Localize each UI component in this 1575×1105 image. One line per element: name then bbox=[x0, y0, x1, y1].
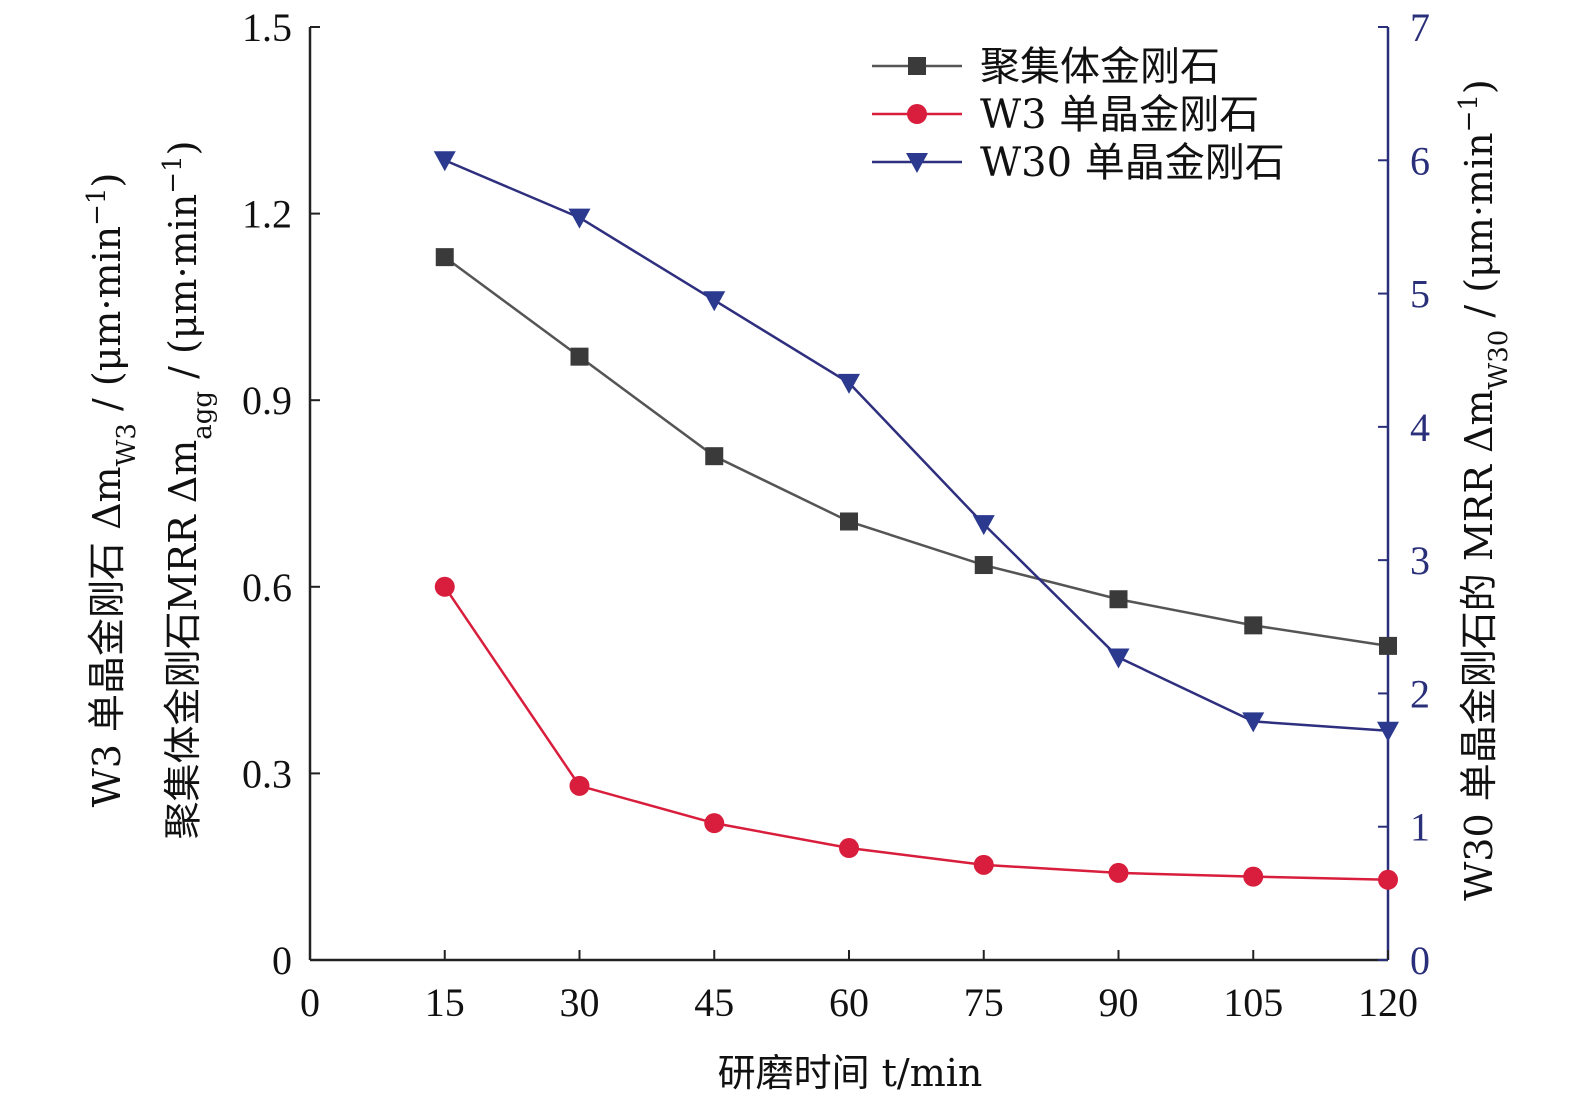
y-left-axis-title-w3-unit: / (μm·min bbox=[85, 226, 129, 423]
y-left-axis-title-w3-close: ) bbox=[85, 173, 129, 188]
x-tick-label: 120 bbox=[1358, 980, 1418, 1025]
series-2-point bbox=[569, 775, 590, 796]
y-right-tick-label: 2 bbox=[1410, 671, 1430, 716]
series-2-point bbox=[1243, 866, 1264, 887]
legend-label: W30 单晶金刚石 bbox=[980, 140, 1285, 186]
y-right-tick-label: 1 bbox=[1410, 805, 1430, 850]
series-3-point bbox=[568, 208, 591, 229]
y-left-axis-title-w3: W3 单晶金刚石 ΔmW3 / (μm·min−1) bbox=[82, 173, 142, 808]
x-tick-label: 60 bbox=[829, 980, 869, 1025]
x-tick-label: 90 bbox=[1099, 980, 1139, 1025]
y-right-axis-title-sub: W30 bbox=[1484, 330, 1514, 390]
x-tick-label: 0 bbox=[300, 980, 320, 1025]
series-2-point bbox=[973, 854, 994, 875]
series-3-point bbox=[1107, 648, 1130, 669]
series-1-point bbox=[1379, 636, 1397, 655]
y-left-axis-title-agg-text: 聚集体金刚石MRR Δm bbox=[161, 440, 205, 840]
series-layer bbox=[433, 151, 1399, 890]
series-3-point bbox=[703, 291, 726, 312]
series-3-point bbox=[1377, 721, 1399, 742]
y-right-axis-title: W30 单晶金刚石的 MRR ΔmW30 / (μm·min−1) bbox=[1454, 79, 1514, 901]
series-1-point bbox=[974, 556, 993, 575]
y-right-tick-label: 4 bbox=[1410, 405, 1430, 450]
series-1-point bbox=[705, 447, 724, 466]
y-right-tick-label: 3 bbox=[1410, 538, 1430, 583]
series-2 bbox=[434, 576, 1398, 890]
legend-label: W3 单晶金刚石 bbox=[980, 92, 1259, 138]
y-right-tick-label: 7 bbox=[1410, 5, 1430, 50]
y-left-tick-label: 0.9 bbox=[242, 378, 292, 423]
series-3-point bbox=[972, 515, 995, 536]
y-right-tick-label: 5 bbox=[1410, 272, 1430, 317]
series-1-point bbox=[1244, 616, 1263, 635]
series-2-point bbox=[1378, 869, 1398, 890]
y-left-axis-title-w3-text: W3 单晶金刚石 Δm bbox=[85, 466, 129, 807]
series-3 bbox=[433, 151, 1399, 742]
y-left-tick-label: 1.2 bbox=[242, 192, 292, 237]
series-2-point bbox=[704, 813, 725, 834]
legend-item-3: W30 单晶金刚石 bbox=[872, 140, 1285, 186]
x-tick-label: 30 bbox=[560, 980, 600, 1025]
x-tick-label: 45 bbox=[694, 980, 734, 1025]
x-axis-title: 研磨时间 t/min bbox=[718, 1051, 983, 1095]
y-left-tick-label: 0.6 bbox=[242, 565, 292, 610]
series-3-point bbox=[1242, 712, 1265, 733]
series-2-point bbox=[839, 838, 859, 859]
legend-label: 聚集体金刚石 bbox=[980, 44, 1220, 90]
y-left-tick-label: 0.3 bbox=[242, 751, 292, 796]
x-tick-label: 75 bbox=[964, 980, 1004, 1025]
series-1-point bbox=[435, 248, 454, 267]
y-left-axis-title-agg-sup: −1 bbox=[158, 155, 188, 193]
x-tick-label: 105 bbox=[1223, 980, 1283, 1025]
y-left-axis-title-w3-sup: −1 bbox=[82, 188, 112, 226]
y-left-axis-title-agg-close: ) bbox=[161, 141, 205, 156]
y-right-axis-title-unit: / (μm·min bbox=[1457, 132, 1501, 329]
series-1-line bbox=[444, 256, 1389, 648]
series-1-point bbox=[570, 347, 589, 366]
legend-marker bbox=[906, 153, 928, 173]
series-1 bbox=[435, 248, 1397, 655]
series-2-line bbox=[443, 586, 1389, 882]
y-left-tick-label: 1.5 bbox=[242, 5, 292, 50]
y-left-axis-title-agg-sub: agg bbox=[188, 391, 218, 440]
y-right-axis-title-close: ) bbox=[1457, 79, 1501, 94]
x-tick-label: 15 bbox=[425, 980, 465, 1025]
series-2-point bbox=[434, 576, 455, 597]
y-left-axis-title-agg-unit: / (μm·min bbox=[161, 194, 205, 391]
series-1-point bbox=[840, 512, 858, 531]
y-right-axis-title-text: W30 单晶金刚石的 MRR Δm bbox=[1457, 389, 1501, 900]
legend-item-1: 聚集体金刚石 bbox=[872, 44, 1220, 90]
axis-ticks: 0 15 30 45 60 75 90 105 12000.30.60.91.21.501234… bbox=[242, 5, 1430, 1025]
y-right-tick-label: 0 bbox=[1410, 938, 1430, 983]
legend-marker bbox=[908, 57, 926, 75]
series-2-point bbox=[1108, 862, 1129, 883]
legend-marker bbox=[907, 104, 927, 124]
legend-item-2: W3 单晶金刚石 bbox=[872, 92, 1259, 138]
y-left-tick-label: 0 bbox=[272, 938, 292, 983]
series-1-point bbox=[1109, 590, 1128, 609]
y-right-tick-label: 6 bbox=[1410, 138, 1430, 183]
series-3-line bbox=[444, 159, 1389, 732]
y-left-axis-title-agg: 聚集体金刚石MRR Δmagg / (μm·min−1) bbox=[158, 141, 218, 840]
series-3-point bbox=[433, 151, 456, 172]
y-right-axis-title-sup: −1 bbox=[1454, 94, 1484, 132]
y-left-axis-title-w3-sub: W3 bbox=[112, 423, 142, 466]
series-3-point bbox=[838, 373, 860, 394]
